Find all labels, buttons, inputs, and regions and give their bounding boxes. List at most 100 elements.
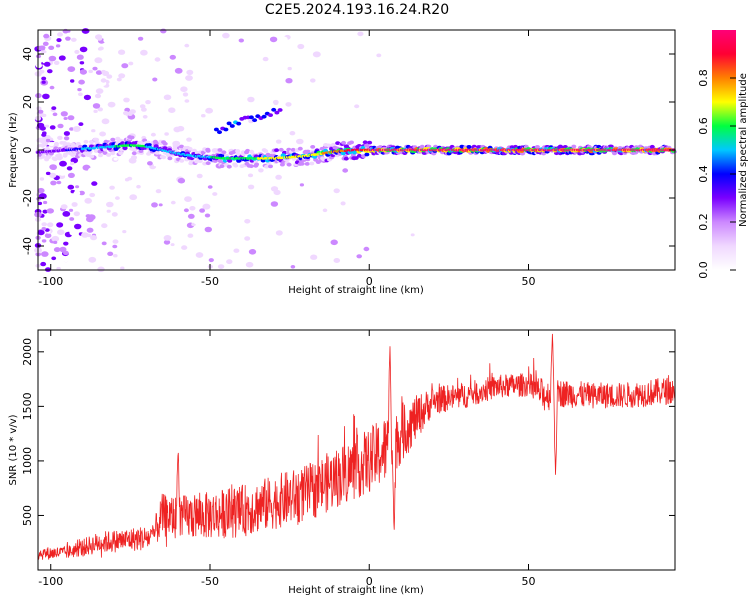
spectrogram-cell bbox=[109, 185, 115, 190]
spectrogram-cell bbox=[97, 266, 105, 273]
spectrogram-cell bbox=[115, 196, 120, 200]
spectrogram-cell bbox=[83, 94, 91, 101]
spectrogram-cell bbox=[192, 181, 200, 187]
spectrogram-cell bbox=[166, 119, 174, 125]
spectrogram-cell bbox=[129, 135, 135, 140]
colorbar-tick-label: 0.4 bbox=[697, 165, 710, 183]
spectrogram-cell bbox=[248, 249, 257, 255]
spectrogram-cell bbox=[325, 255, 332, 260]
spectrogram-cell bbox=[92, 66, 98, 71]
spectrogram-cell bbox=[127, 176, 133, 181]
spectrogram-cell bbox=[364, 152, 370, 157]
spectrogram-cell bbox=[123, 53, 131, 60]
spectrogram-cell bbox=[101, 241, 107, 246]
spectrogram-cell bbox=[84, 197, 92, 204]
spectrogram-cell bbox=[168, 107, 176, 113]
spectrogram-cell bbox=[49, 164, 57, 170]
spectrogram-cell bbox=[41, 76, 47, 81]
spectrogram-xtick-label: 50 bbox=[521, 275, 535, 288]
spectrogram-cell bbox=[362, 69, 370, 75]
spectrogram-cell bbox=[40, 256, 47, 262]
spectrogram-cell bbox=[233, 248, 240, 253]
spectrogram-cell bbox=[178, 45, 184, 50]
spectrogram-cell bbox=[195, 252, 204, 258]
spectrogram-cell bbox=[63, 117, 68, 120]
spectrogram-cell bbox=[179, 159, 185, 163]
spectrogram-cell bbox=[311, 241, 319, 248]
spectrogram-cell bbox=[81, 28, 90, 34]
spectrogram-cell bbox=[156, 71, 161, 75]
colorbar-gradient bbox=[712, 30, 736, 270]
spectrogram-cell bbox=[150, 132, 156, 137]
spectrogram-cell bbox=[155, 189, 162, 194]
spectrogram-cell bbox=[88, 256, 97, 263]
spectrogram-cell bbox=[69, 217, 75, 221]
spectrogram-cell bbox=[81, 232, 89, 238]
spectrogram-cell bbox=[41, 222, 47, 227]
spectrogram-cell bbox=[42, 41, 49, 46]
spectrogram-cell bbox=[204, 213, 211, 218]
spectrogram-cell bbox=[214, 212, 222, 219]
spectrogram-cell bbox=[70, 37, 77, 42]
snr-xtick-label: -100 bbox=[38, 575, 63, 588]
spectrogram-cell bbox=[285, 108, 290, 112]
spectrogram-cell bbox=[79, 69, 87, 75]
snr-xlabel: Height of straight line (km) bbox=[288, 585, 424, 596]
spectrogram-cell bbox=[78, 79, 85, 85]
spectrogram-cell bbox=[310, 254, 318, 260]
spectrogram-cell bbox=[190, 99, 198, 105]
spectrogram-cell bbox=[186, 69, 194, 75]
snr-xtick-label: -50 bbox=[201, 575, 219, 588]
spectrogram-cell bbox=[226, 259, 233, 265]
spectrogram-cell bbox=[219, 164, 225, 169]
spectrogram-cell bbox=[51, 106, 57, 110]
colorbar-tick-label: 0.2 bbox=[697, 213, 710, 231]
spectrogram-cell bbox=[77, 88, 82, 92]
spectrogram-cell bbox=[78, 122, 84, 126]
spectrogram-cell bbox=[56, 258, 64, 264]
spectrogram-cell bbox=[275, 174, 282, 180]
spectrogram-cell bbox=[146, 143, 153, 148]
spectrogram-cell bbox=[180, 86, 188, 92]
spectrogram-cell bbox=[270, 201, 279, 207]
spectrogram-cell bbox=[208, 258, 214, 263]
spectrogram-cell bbox=[163, 239, 171, 245]
spectrogram-cell bbox=[41, 239, 47, 243]
snr-xtick-label: 0 bbox=[366, 575, 373, 588]
spectrogram-cell bbox=[42, 113, 47, 118]
spectrogram-cell bbox=[43, 61, 51, 67]
spectrogram-cell bbox=[201, 114, 206, 118]
spectrogram-cell bbox=[222, 32, 230, 39]
spectrogram-cell bbox=[51, 256, 57, 261]
spectrogram-cell bbox=[158, 203, 163, 207]
colorbar-tick-label: 0.6 bbox=[697, 117, 710, 135]
spectrogram-cell bbox=[72, 144, 78, 149]
spectrogram-cell bbox=[75, 185, 80, 189]
spectrogram-cell bbox=[268, 164, 273, 169]
spectrogram-cell bbox=[53, 240, 58, 244]
spectrogram-cell bbox=[114, 259, 122, 266]
spectrogram-cell bbox=[50, 180, 57, 186]
spectrogram-cell bbox=[294, 233, 300, 238]
spectrogram-cell bbox=[112, 239, 119, 244]
spectrogram-cell bbox=[74, 49, 80, 54]
spectrogram-cell bbox=[181, 183, 188, 188]
spectrogram-cell bbox=[58, 55, 66, 61]
spectrogram-cell bbox=[93, 109, 98, 113]
spectrogram-cell bbox=[357, 31, 364, 37]
spectrogram-cell bbox=[247, 173, 254, 178]
spectrogram-cell bbox=[66, 166, 73, 171]
spectrogram-cell bbox=[106, 74, 113, 79]
spectrogram-cell bbox=[174, 67, 183, 74]
spectrogram-cell bbox=[131, 151, 137, 156]
spectrogram-cell bbox=[333, 188, 340, 194]
spectrogram-cell bbox=[103, 37, 110, 43]
spectrogram-cell bbox=[133, 234, 141, 240]
spectrogram-cell bbox=[52, 95, 59, 100]
spectrogram-cell bbox=[89, 192, 96, 198]
spectrogram-cell bbox=[69, 161, 75, 166]
spectrogram-cell bbox=[142, 115, 148, 119]
spectrogram-cell bbox=[140, 73, 148, 79]
spectrogram-cell bbox=[278, 147, 284, 152]
spectrogram-cell bbox=[289, 131, 296, 136]
